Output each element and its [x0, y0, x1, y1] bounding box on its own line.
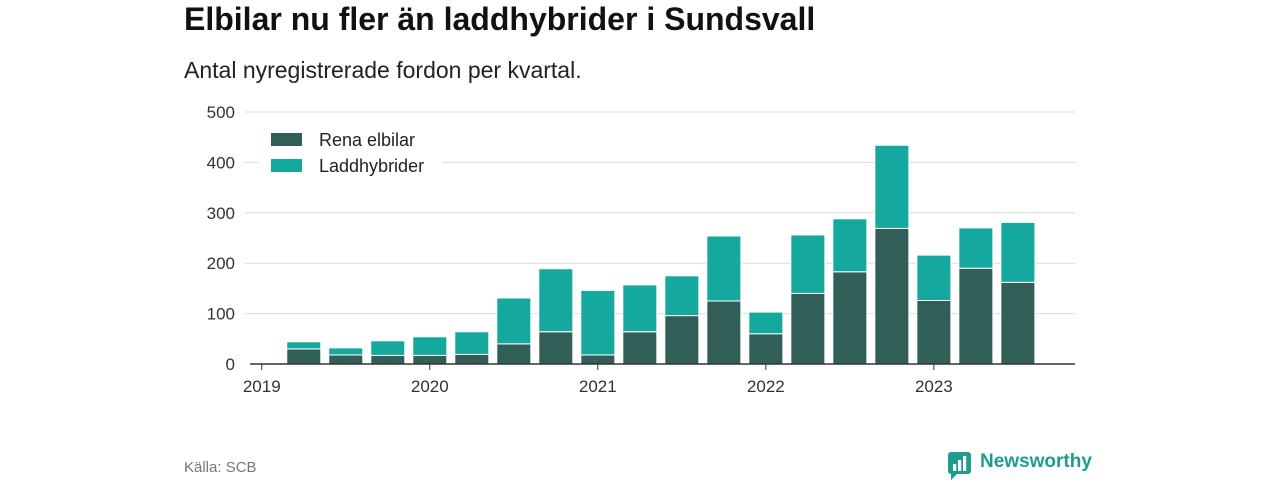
- bar-rena-elbilar: [1000, 281, 1036, 365]
- x-tick-label: 2020: [411, 377, 449, 396]
- bar-rena-elbilar: [916, 299, 952, 365]
- bar-rena-elbilar: [706, 300, 742, 365]
- bar-rena-elbilar: [328, 354, 364, 365]
- bar-laddhybrider: [664, 275, 700, 317]
- bar-rena-elbilar: [790, 292, 826, 365]
- source-note: Källa: SCB: [184, 459, 257, 476]
- legend: Rena elbilar Laddhybrider: [258, 124, 442, 182]
- bar-rena-elbilar: [874, 227, 910, 365]
- bar-laddhybrider: [286, 341, 322, 350]
- y-tick-label: 200: [207, 254, 235, 273]
- bar-laddhybrider: [748, 311, 784, 335]
- bar-laddhybrider: [538, 268, 574, 333]
- legend-item-laddhybrider: Laddhybrider: [271, 156, 424, 176]
- bar-laddhybrider: [790, 234, 826, 294]
- bar-rena-elbilar: [538, 331, 574, 365]
- chart-subtitle: Antal nyregistrerade fordon per kvartal.: [184, 57, 582, 83]
- bar-laddhybrider: [622, 284, 658, 333]
- bar-laddhybrider: [832, 218, 868, 273]
- x-axis: 2019 2020 2021 2022 2023: [243, 363, 1075, 396]
- bar-rena-elbilar: [832, 271, 868, 365]
- bar-laddhybrider: [580, 289, 616, 356]
- bar-laddhybrider: [916, 254, 952, 301]
- bar-rena-elbilar: [286, 348, 322, 365]
- legend-swatch: [271, 133, 302, 146]
- newsworthy-logo: Newsworthy: [948, 450, 1092, 480]
- bar-laddhybrider: [412, 336, 448, 356]
- bar-laddhybrider: [370, 340, 406, 356]
- y-tick-label: 400: [207, 153, 235, 172]
- newsworthy-logo-text: Newsworthy: [980, 451, 1092, 472]
- y-tick-label: 500: [207, 103, 235, 122]
- y-tick-label: 0: [226, 355, 235, 374]
- bar-rena-elbilar: [370, 354, 406, 365]
- bars: [286, 144, 1036, 365]
- bar-laddhybrider: [706, 235, 742, 302]
- x-tick-label: 2019: [243, 377, 281, 396]
- bar-laddhybrider: [874, 144, 910, 229]
- y-tick-label: 100: [207, 305, 235, 324]
- bar-rena-elbilar: [580, 354, 616, 365]
- bar-rena-elbilar: [496, 343, 532, 365]
- legend-item-rena-elbilar: Rena elbilar: [271, 130, 415, 150]
- bar-laddhybrider: [1000, 221, 1036, 283]
- x-tick-label: 2021: [579, 377, 617, 396]
- bar-rena-elbilar: [454, 353, 490, 365]
- legend-label: Laddhybrider: [319, 156, 424, 176]
- x-tick-label: 2022: [747, 377, 785, 396]
- bar-rena-elbilar: [622, 331, 658, 365]
- legend-swatch: [271, 159, 302, 172]
- y-tick-label: 300: [207, 204, 235, 223]
- bar-laddhybrider: [328, 347, 364, 356]
- x-tick-label: 2023: [915, 377, 953, 396]
- bar-laddhybrider: [454, 331, 490, 355]
- y-axis: 0 100 200 300 400 500: [207, 103, 235, 374]
- bar-rena-elbilar: [748, 333, 784, 365]
- legend-label: Rena elbilar: [319, 130, 415, 150]
- bar-rena-elbilar: [664, 315, 700, 365]
- bar-rena-elbilar: [958, 267, 994, 365]
- bar-rena-elbilar: [412, 354, 448, 365]
- chart-title: Elbilar nu fler än laddhybrider i Sundsv…: [184, 1, 816, 37]
- bar-laddhybrider: [496, 297, 532, 345]
- bar-laddhybrider: [958, 227, 994, 269]
- newsworthy-chart-bubble-icon: [948, 452, 971, 480]
